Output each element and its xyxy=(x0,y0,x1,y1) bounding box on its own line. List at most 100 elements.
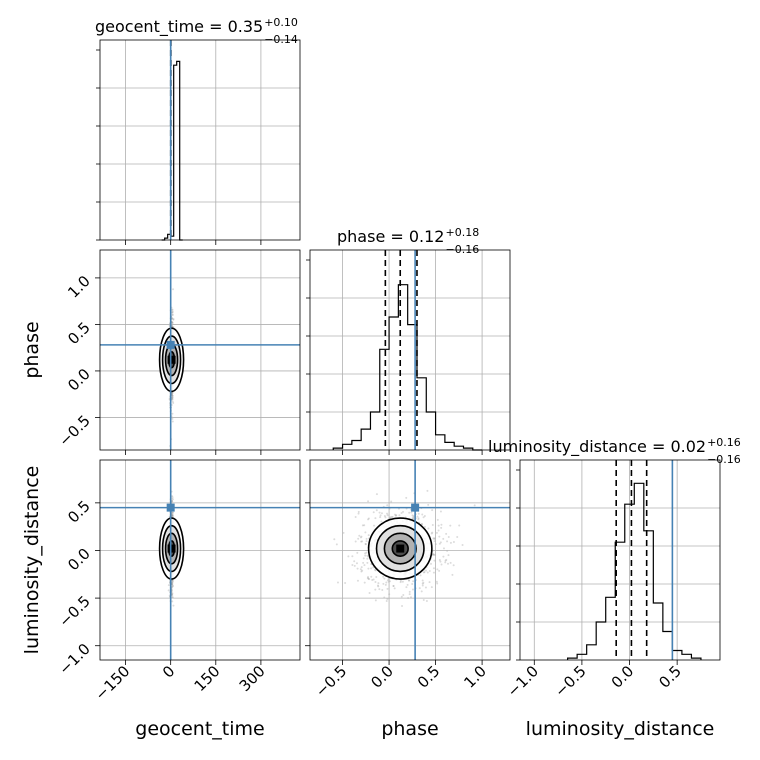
ytick-label-luminosity_distance-2: 0.0 xyxy=(64,545,94,575)
joint-geocent_time-vs-luminosity_distance-sample xyxy=(171,600,174,603)
joint-phase-vs-luminosity_distance-sample xyxy=(412,516,415,519)
joint-phase-vs-luminosity_distance-sample xyxy=(378,511,381,514)
joint-phase-vs-luminosity_distance-sample xyxy=(374,581,377,584)
marginal-luminosity_distance-frame xyxy=(519,459,721,661)
joint-phase-vs-luminosity_distance-sample xyxy=(432,552,435,555)
joint-phase-vs-luminosity_distance-sample xyxy=(442,555,445,558)
joint-phase-vs-luminosity_distance-truth-point xyxy=(411,503,420,512)
joint-geocent_time-vs-phase-sample xyxy=(172,288,175,291)
joint-phase-vs-luminosity_distance-sample xyxy=(386,514,389,517)
marginal-phase-bin-6 xyxy=(389,317,398,450)
joint-phase-vs-luminosity_distance-sample xyxy=(367,517,370,520)
joint-phase-vs-luminosity_distance-sample xyxy=(432,567,435,570)
joint-phase-vs-luminosity_distance-sample xyxy=(393,587,396,590)
joint-phase-vs-luminosity_distance-sample xyxy=(417,512,420,515)
joint-geocent_time-vs-phase-sample xyxy=(171,391,174,394)
marginal-phase-bin-1 xyxy=(343,444,352,450)
joint-phase-vs-luminosity_distance-sample xyxy=(356,551,359,554)
joint-phase-vs-luminosity_distance-sample xyxy=(444,559,447,562)
joint-geocent_time-vs-luminosity_distance-sample xyxy=(171,585,174,588)
joint-phase-vs-luminosity_distance-sample xyxy=(380,520,383,523)
joint-phase-vs-luminosity_distance-sample xyxy=(422,571,425,574)
joint-geocent_time-vs-phase-sample xyxy=(171,313,174,316)
joint-phase-vs-luminosity_distance-sample xyxy=(351,555,354,558)
joint-geocent_time-vs-luminosity_distance-sample xyxy=(171,581,174,584)
joint-phase-vs-luminosity_distance-sample xyxy=(431,523,434,526)
joint-phase-vs-luminosity_distance-sample xyxy=(365,540,368,543)
joint-phase-vs-luminosity_distance-sample xyxy=(383,514,386,517)
joint-phase-vs-luminosity_distance-sample xyxy=(442,547,445,550)
ytick-label-luminosity_distance-1: −0.5 xyxy=(55,592,93,630)
joint-geocent_time-vs-luminosity_distance-sample xyxy=(171,583,174,586)
joint-phase-vs-luminosity_distance-sample xyxy=(418,587,421,590)
joint-phase-vs-luminosity_distance-sample xyxy=(367,575,370,578)
marginal-phase-bin-5 xyxy=(380,349,389,450)
joint-phase-vs-luminosity_distance-sample xyxy=(392,585,395,588)
marginal-phase-histogram xyxy=(332,284,483,451)
joint-phase-vs-luminosity_distance-sample xyxy=(408,511,411,514)
joint-geocent_time-vs-phase-sample xyxy=(171,397,174,400)
joint-phase-vs-luminosity_distance-sample xyxy=(435,580,438,583)
joint-phase-vs-luminosity_distance-sample xyxy=(452,541,455,544)
joint-phase-vs-luminosity_distance-sample xyxy=(365,537,368,540)
joint-geocent_time-vs-phase-sample xyxy=(171,309,174,312)
joint-phase-vs-luminosity_distance-sample xyxy=(402,594,405,597)
marginal-luminosity_distance-bin-4 xyxy=(606,597,616,660)
marginal-phase-bin-11 xyxy=(436,435,445,450)
joint-geocent_time-vs-luminosity_distance-truth-point xyxy=(166,503,175,512)
joint-geocent_time-vs-phase-sample xyxy=(171,394,174,397)
joint-geocent_time-vs-luminosity_distance-sample xyxy=(171,498,174,501)
joint-phase-vs-luminosity_distance-sample xyxy=(364,543,367,546)
joint-phase-vs-luminosity_distance-sample xyxy=(371,578,374,581)
joint-phase-vs-luminosity_distance-density-peak xyxy=(396,544,405,553)
joint-geocent_time-vs-phase-sample xyxy=(171,392,174,395)
marginal-luminosity_distance-bin-8 xyxy=(644,531,654,660)
marginal-phase-bin-4 xyxy=(370,412,379,450)
joint-phase-vs-luminosity_distance-frame xyxy=(309,459,511,661)
joint-phase-vs-luminosity_distance-sample xyxy=(370,567,373,570)
joint-phase-vs-luminosity_distance-sample xyxy=(372,578,375,581)
joint-phase-vs-luminosity_distance-sample xyxy=(379,516,382,519)
marginal-phase-title: phase = 0.12 xyxy=(337,227,444,246)
joint-phase-vs-luminosity_distance-sample xyxy=(367,534,370,537)
joint-phase-vs-luminosity_distance-sample xyxy=(364,552,367,555)
marginal-phase-frame xyxy=(309,249,511,451)
joint-geocent_time-vs-phase-sample xyxy=(171,412,174,415)
joint-phase-vs-luminosity_distance-sample xyxy=(445,558,448,561)
joint-phase-vs-luminosity_distance-sample xyxy=(359,536,362,539)
joint-phase-vs-luminosity_distance-sample xyxy=(399,581,402,584)
marginal-phase-title-plus: +0.18 xyxy=(445,226,479,239)
joint-phase-vs-luminosity_distance-sample xyxy=(375,493,378,496)
joint-phase-vs-luminosity_distance-sample xyxy=(372,511,375,514)
joint-phase-vs-luminosity_distance-sample xyxy=(437,529,440,532)
joint-geocent_time-vs-phase-sample xyxy=(171,321,174,324)
joint-geocent_time-vs-phase-sample xyxy=(171,398,174,401)
joint-geocent_time-vs-phase-sample xyxy=(171,312,174,315)
joint-phase-vs-luminosity_distance-sample xyxy=(390,516,393,519)
joint-phase-vs-luminosity_distance-sample xyxy=(386,579,389,582)
marginal-luminosity_distance-title-eq: = xyxy=(647,437,671,456)
joint-geocent_time-vs-phase-sample xyxy=(171,420,174,423)
marginal-geocent_time-title-plus: +0.10 xyxy=(264,16,298,29)
joint-phase-vs-luminosity_distance-sample xyxy=(367,577,370,580)
xtick-label-geocent_time-1: 0 xyxy=(159,662,178,681)
marginal-luminosity_distance-bin-7 xyxy=(634,483,644,660)
marginal-phase-title-median: 0.12 xyxy=(409,227,445,246)
joint-phase-vs-luminosity_distance-sample xyxy=(440,563,443,566)
joint-phase-vs-luminosity_distance-sample xyxy=(433,559,436,562)
joint-phase-vs-luminosity_distance-sample xyxy=(381,589,384,592)
joint-phase-vs-luminosity_distance-sample xyxy=(364,542,367,545)
marginal-luminosity_distance-bin-9 xyxy=(653,603,663,660)
joint-phase-vs-luminosity_distance-sample xyxy=(401,580,404,583)
joint-geocent_time-vs-luminosity_distance-sample xyxy=(171,580,174,583)
joint-phase-vs-luminosity_distance-sample xyxy=(353,560,356,563)
joint-phase-vs-luminosity_distance-sample xyxy=(426,489,429,492)
joint-phase-vs-luminosity_distance-sample xyxy=(405,496,408,499)
joint-phase-vs-luminosity_distance-sample xyxy=(363,564,366,567)
joint-phase-vs-luminosity_distance-sample xyxy=(411,588,414,591)
joint-phase-vs-luminosity_distance-sample xyxy=(433,540,436,543)
marginal-luminosity_distance-bin-6 xyxy=(625,504,635,660)
joint-phase-vs-luminosity_distance-sample xyxy=(438,559,441,562)
joint-phase-vs-luminosity_distance-sample xyxy=(424,586,427,589)
joint-phase-vs-luminosity_distance-sample xyxy=(368,578,371,581)
